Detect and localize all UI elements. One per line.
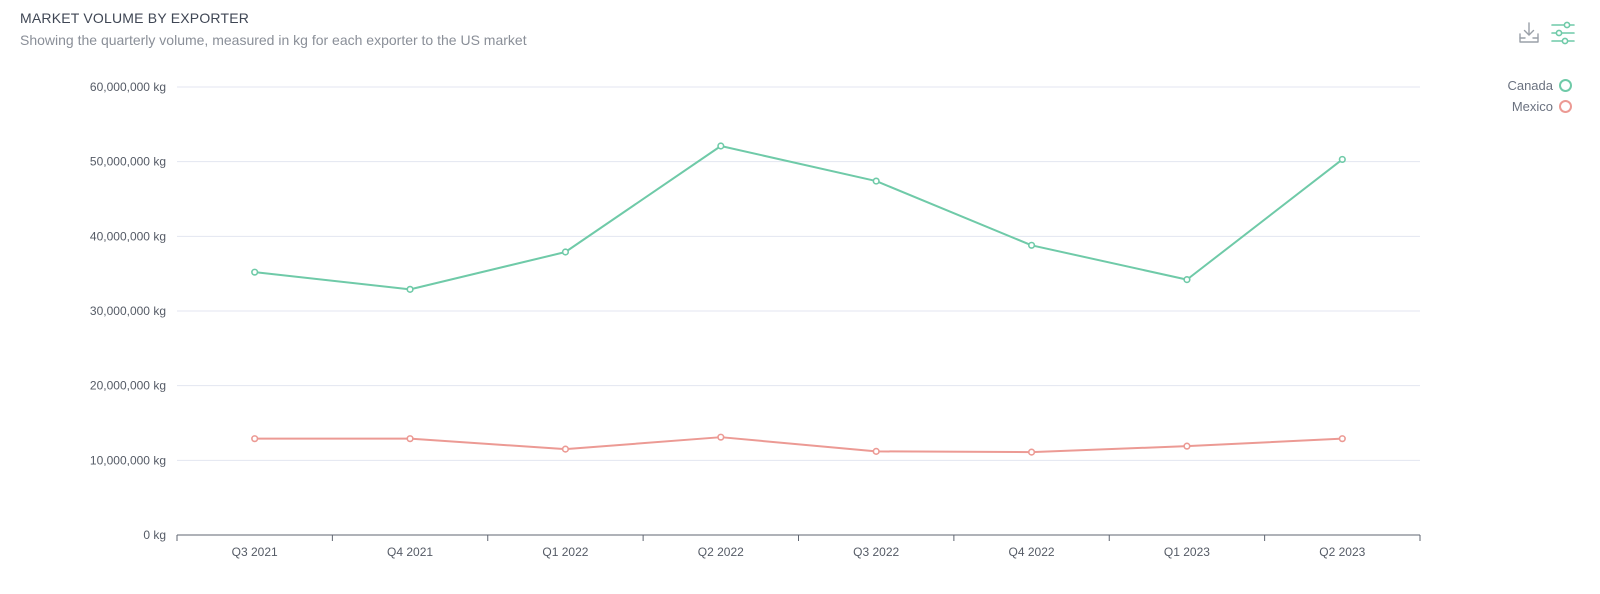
x-tick-label: Q1 2022 [542, 545, 588, 559]
x-tick-label: Q2 2023 [1319, 545, 1365, 559]
data-point-mexico [1027, 448, 1036, 456]
y-tick-label: 30,000,000 kg [90, 304, 166, 318]
chart-title: MARKET VOLUME BY EXPORTER [20, 10, 250, 26]
y-tick-label: 60,000,000 kg [90, 80, 166, 94]
chart-legend: Canada Mexico [1507, 78, 1572, 114]
download-tray-icon [1519, 22, 1539, 43]
data-point-mexico [406, 435, 414, 443]
x-tick-label: Q4 2022 [1009, 545, 1055, 559]
legend-swatch-canada [1559, 79, 1572, 92]
legend-swatch-mexico [1559, 100, 1572, 113]
y-tick-label: 50,000,000 kg [90, 155, 166, 169]
data-point-mexico [872, 447, 880, 455]
data-point-canada [561, 248, 570, 256]
filter-settings-button[interactable] [1550, 20, 1576, 46]
series-line-canada [254, 144, 1343, 291]
series-line-mexico [254, 436, 1343, 454]
data-point-canada [717, 142, 725, 150]
data-point-canada [1183, 276, 1191, 284]
chart-subtitle: Showing the quarterly volume, measured i… [20, 32, 527, 48]
y-tick-label: 10,000,000 kg [90, 453, 166, 467]
y-tick-label: 20,000,000 kg [90, 379, 166, 393]
legend-label-canada: Canada [1507, 78, 1553, 93]
x-tick-label: Q2 2022 [698, 545, 744, 559]
data-point-mexico [561, 445, 570, 453]
data-point-canada [872, 177, 880, 185]
data-point-canada [251, 268, 259, 276]
legend-item-canada[interactable]: Canada [1507, 78, 1572, 93]
data-point-mexico [1183, 442, 1191, 450]
y-tick-label: 40,000,000 kg [90, 229, 166, 243]
data-point-mexico [717, 433, 725, 441]
chart-toolbar [1516, 20, 1576, 46]
legend-item-mexico[interactable]: Mexico [1512, 99, 1572, 114]
x-tick-label: Q1 2023 [1164, 545, 1210, 559]
data-point-canada [1027, 241, 1036, 249]
data-point-mexico [1338, 435, 1346, 443]
data-point-mexico [251, 435, 259, 443]
data-point-canada [1338, 155, 1346, 164]
x-tick-label: Q3 2022 [853, 545, 899, 559]
download-button[interactable] [1516, 20, 1542, 46]
x-tick-label: Q3 2021 [232, 545, 278, 559]
data-point-canada [406, 285, 414, 293]
x-tick-label: Q4 2021 [387, 545, 433, 559]
y-tick-label: 0 kg [143, 528, 166, 542]
sliders-icon [1551, 21, 1575, 45]
legend-label-mexico: Mexico [1511, 99, 1553, 114]
chart-header: MARKET VOLUME BY EXPORTER Showing the qu… [20, 10, 527, 48]
